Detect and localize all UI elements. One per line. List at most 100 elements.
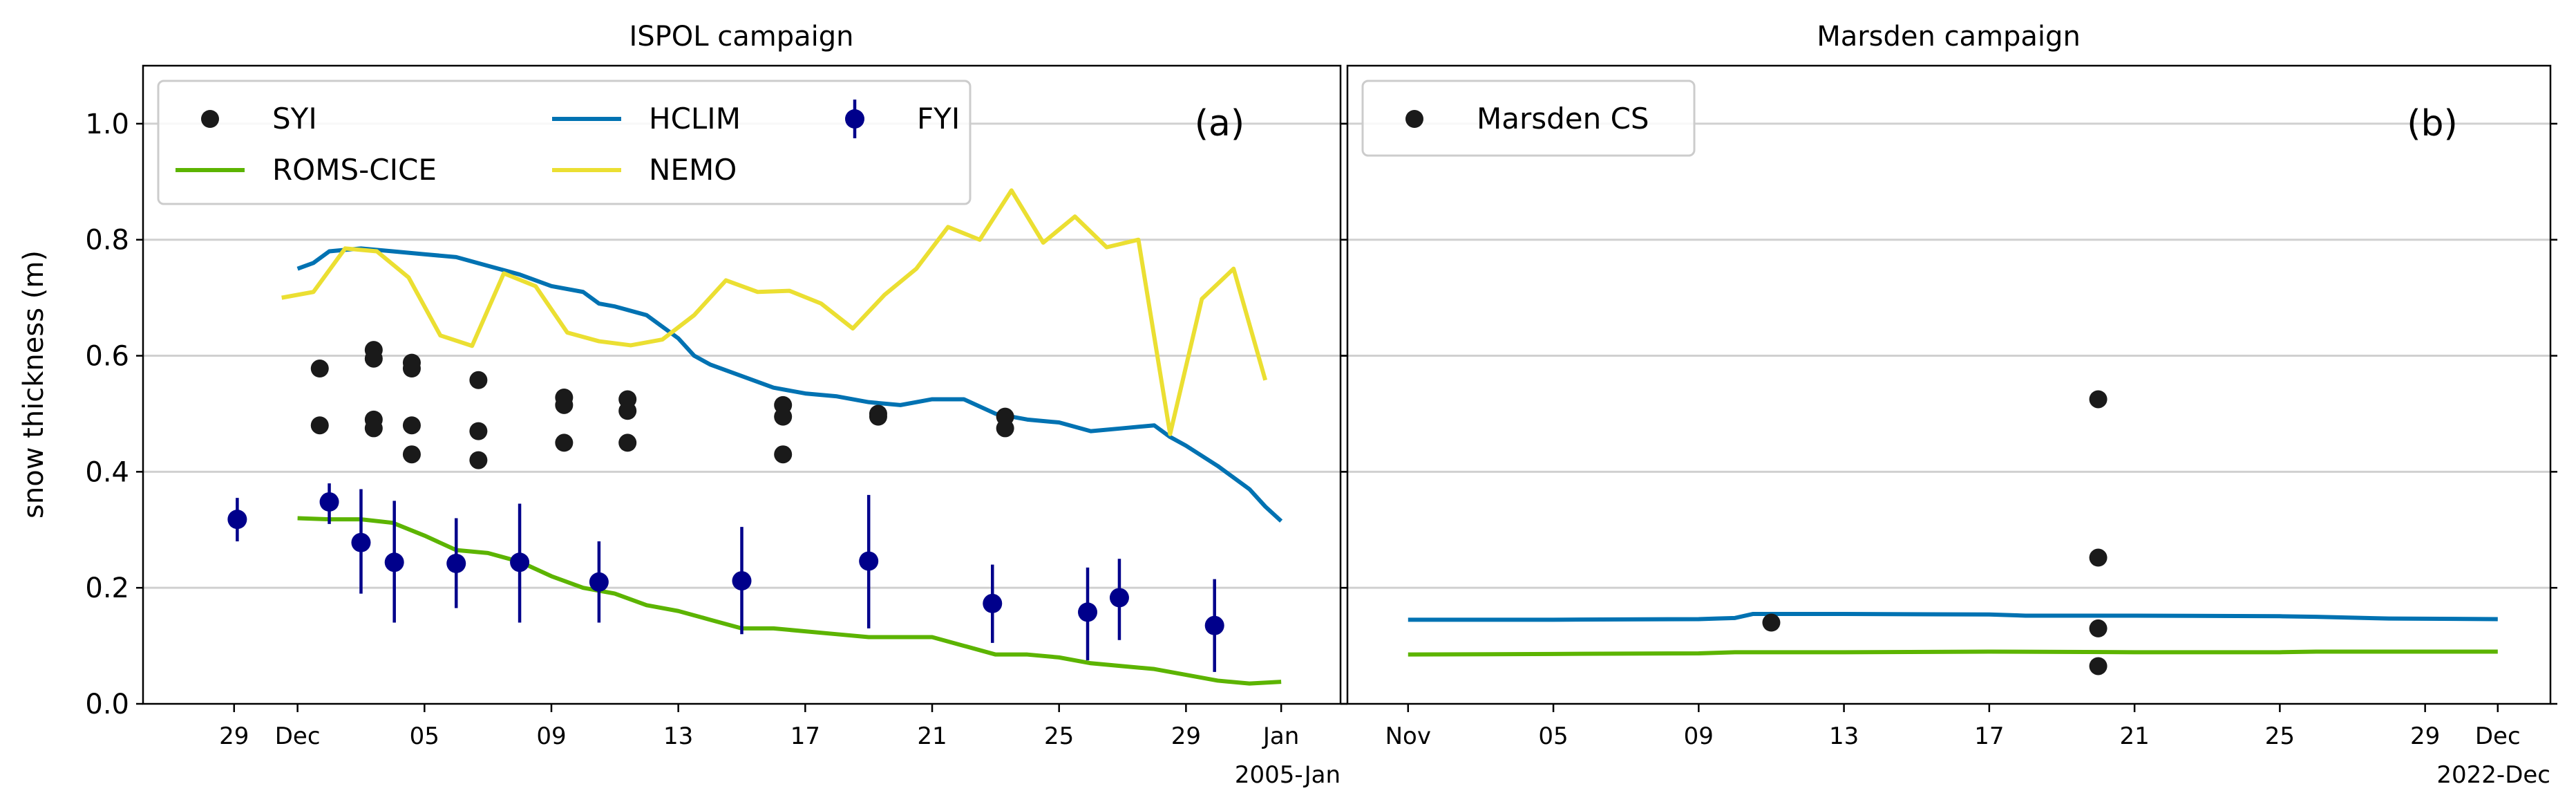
syi-point: [555, 395, 574, 414]
axes-frame: [1346, 64, 2552, 705]
marsden-cs-point: [1762, 613, 1781, 632]
x-tick-label: 13: [1829, 723, 1859, 750]
legend-marker-swatch: [201, 110, 219, 128]
roms-cice-line: [1408, 649, 2498, 657]
x-tick-label: 25: [1044, 723, 1074, 750]
syi-point: [402, 445, 421, 464]
panel-b-title: Marsden campaign: [1817, 21, 2081, 53]
x-tick-label: 29: [2410, 723, 2440, 750]
y-tick-label: 1.0: [85, 109, 129, 140]
panel-b-marsden: Nov 05 09 13 17 21 25 29 Dec Marsden CS: [1341, 64, 2557, 750]
panel-a-label: (a): [1195, 103, 1244, 145]
legend: SYI ROMS-CICE HCLIM NEMO FYI: [157, 80, 972, 205]
x-tick-label: 05: [1538, 723, 1568, 750]
x-tick-label: 21: [2119, 723, 2149, 750]
marsden-cs-point: [2089, 657, 2108, 675]
fyi-point: [859, 551, 879, 571]
panel-b-x-offset-label: 2022-Dec: [2436, 761, 2550, 789]
panel-a-title: ISPOL campaign: [629, 21, 853, 53]
x-tick-label: 21: [917, 723, 947, 750]
syi-point: [310, 416, 329, 435]
y-axis-label: snow thickness (m): [18, 250, 50, 519]
x-tick-label: Dec: [2475, 723, 2521, 750]
x-tick-label: 29: [1171, 723, 1201, 750]
fyi-point: [446, 553, 466, 573]
series-roms-cice: [1408, 649, 2498, 657]
roms-cice-line: [297, 516, 1282, 686]
fyi-point: [1109, 588, 1129, 608]
hclim-line: [1408, 611, 2498, 622]
series-fyi: [227, 483, 1224, 672]
syi-point: [310, 360, 329, 378]
fyi-point: [227, 510, 247, 530]
fyi-point: [732, 571, 752, 591]
legend-label: FYI: [917, 102, 960, 136]
syi-point: [469, 451, 488, 469]
panel-a-x-offset-label: 2005-Jan: [1235, 761, 1341, 789]
syi-point: [618, 402, 637, 420]
series-syi: [310, 341, 1014, 469]
x-tick-label: 09: [536, 723, 566, 750]
legend-marker-swatch: [845, 109, 864, 129]
fyi-point: [983, 593, 1003, 613]
x-tick-label: 09: [1684, 723, 1714, 750]
series-roms-cice: [297, 516, 1282, 686]
fyi-point: [351, 532, 371, 552]
marsden-cs-point: [2089, 390, 2108, 409]
panel-a-ispol: 0.0 0.2 0.4 0.6 0.8 1.0 29 Dec 05 09 13 17 21 25 29 Jan…: [85, 64, 1347, 750]
syi-point: [555, 434, 574, 452]
x-tick-label: 25: [2265, 723, 2295, 750]
legend-label: NEMO: [649, 153, 737, 187]
legend-label: SYI: [272, 102, 317, 136]
syi-point: [402, 416, 421, 435]
legend-label: ROMS-CICE: [272, 153, 437, 187]
x-tick-label: Nov: [1385, 723, 1431, 750]
syi-point: [774, 407, 793, 426]
syi-point: [364, 419, 383, 438]
marsden-cs-point: [2089, 619, 2108, 637]
syi-point: [869, 407, 887, 426]
fyi-point: [510, 552, 530, 572]
fyi-point: [384, 552, 404, 572]
series-nemo: [281, 188, 1268, 436]
fyi-point: [319, 492, 339, 512]
syi-point: [774, 445, 793, 464]
y-tick-label: 0.6: [85, 341, 129, 373]
series-hclim: [296, 246, 1283, 523]
x-tick-label: Dec: [275, 723, 321, 750]
y-tick-label: 0.8: [85, 225, 129, 257]
legend-item-roms-cice: ROMS-CICE: [176, 153, 437, 187]
fyi-point: [589, 572, 609, 592]
legend-item-marsden-cs: Marsden CS: [1405, 102, 1649, 136]
legend-label: HCLIM: [649, 102, 741, 136]
syi-point: [618, 434, 637, 452]
syi-point: [402, 360, 421, 378]
panel-b-label: (b): [2407, 103, 2458, 145]
series-marsden-cs: [1762, 390, 2108, 675]
legend-box: [1361, 80, 1696, 157]
y-tick-label: 0.4: [85, 456, 129, 488]
fyi-point: [1204, 615, 1224, 635]
legend-item-hclim: HCLIM: [552, 102, 741, 136]
x-tick-label: 05: [410, 723, 439, 750]
marsden-cs-point: [2089, 548, 2108, 567]
x-tick-label: 13: [663, 723, 693, 750]
legend-item-syi: SYI: [201, 102, 317, 136]
x-tick-label: 17: [790, 723, 820, 750]
y-tick-label: 0.2: [85, 572, 129, 604]
fyi-point: [1078, 602, 1098, 622]
legend-marker-swatch: [1405, 110, 1423, 128]
legend: Marsden CS: [1361, 80, 1696, 157]
syi-point: [996, 419, 1014, 438]
legend-box: [157, 80, 972, 205]
y-tick-label: 0.0: [85, 689, 129, 720]
axes-frame: [142, 64, 1342, 705]
syi-point: [469, 422, 488, 440]
x-tick-label: 17: [1974, 723, 2004, 750]
series-hclim: [1408, 611, 2498, 622]
hclim-line: [296, 246, 1283, 523]
legend-label: Marsden CS: [1477, 102, 1649, 136]
legend-item-nemo: NEMO: [552, 153, 737, 187]
syi-point: [364, 349, 383, 368]
